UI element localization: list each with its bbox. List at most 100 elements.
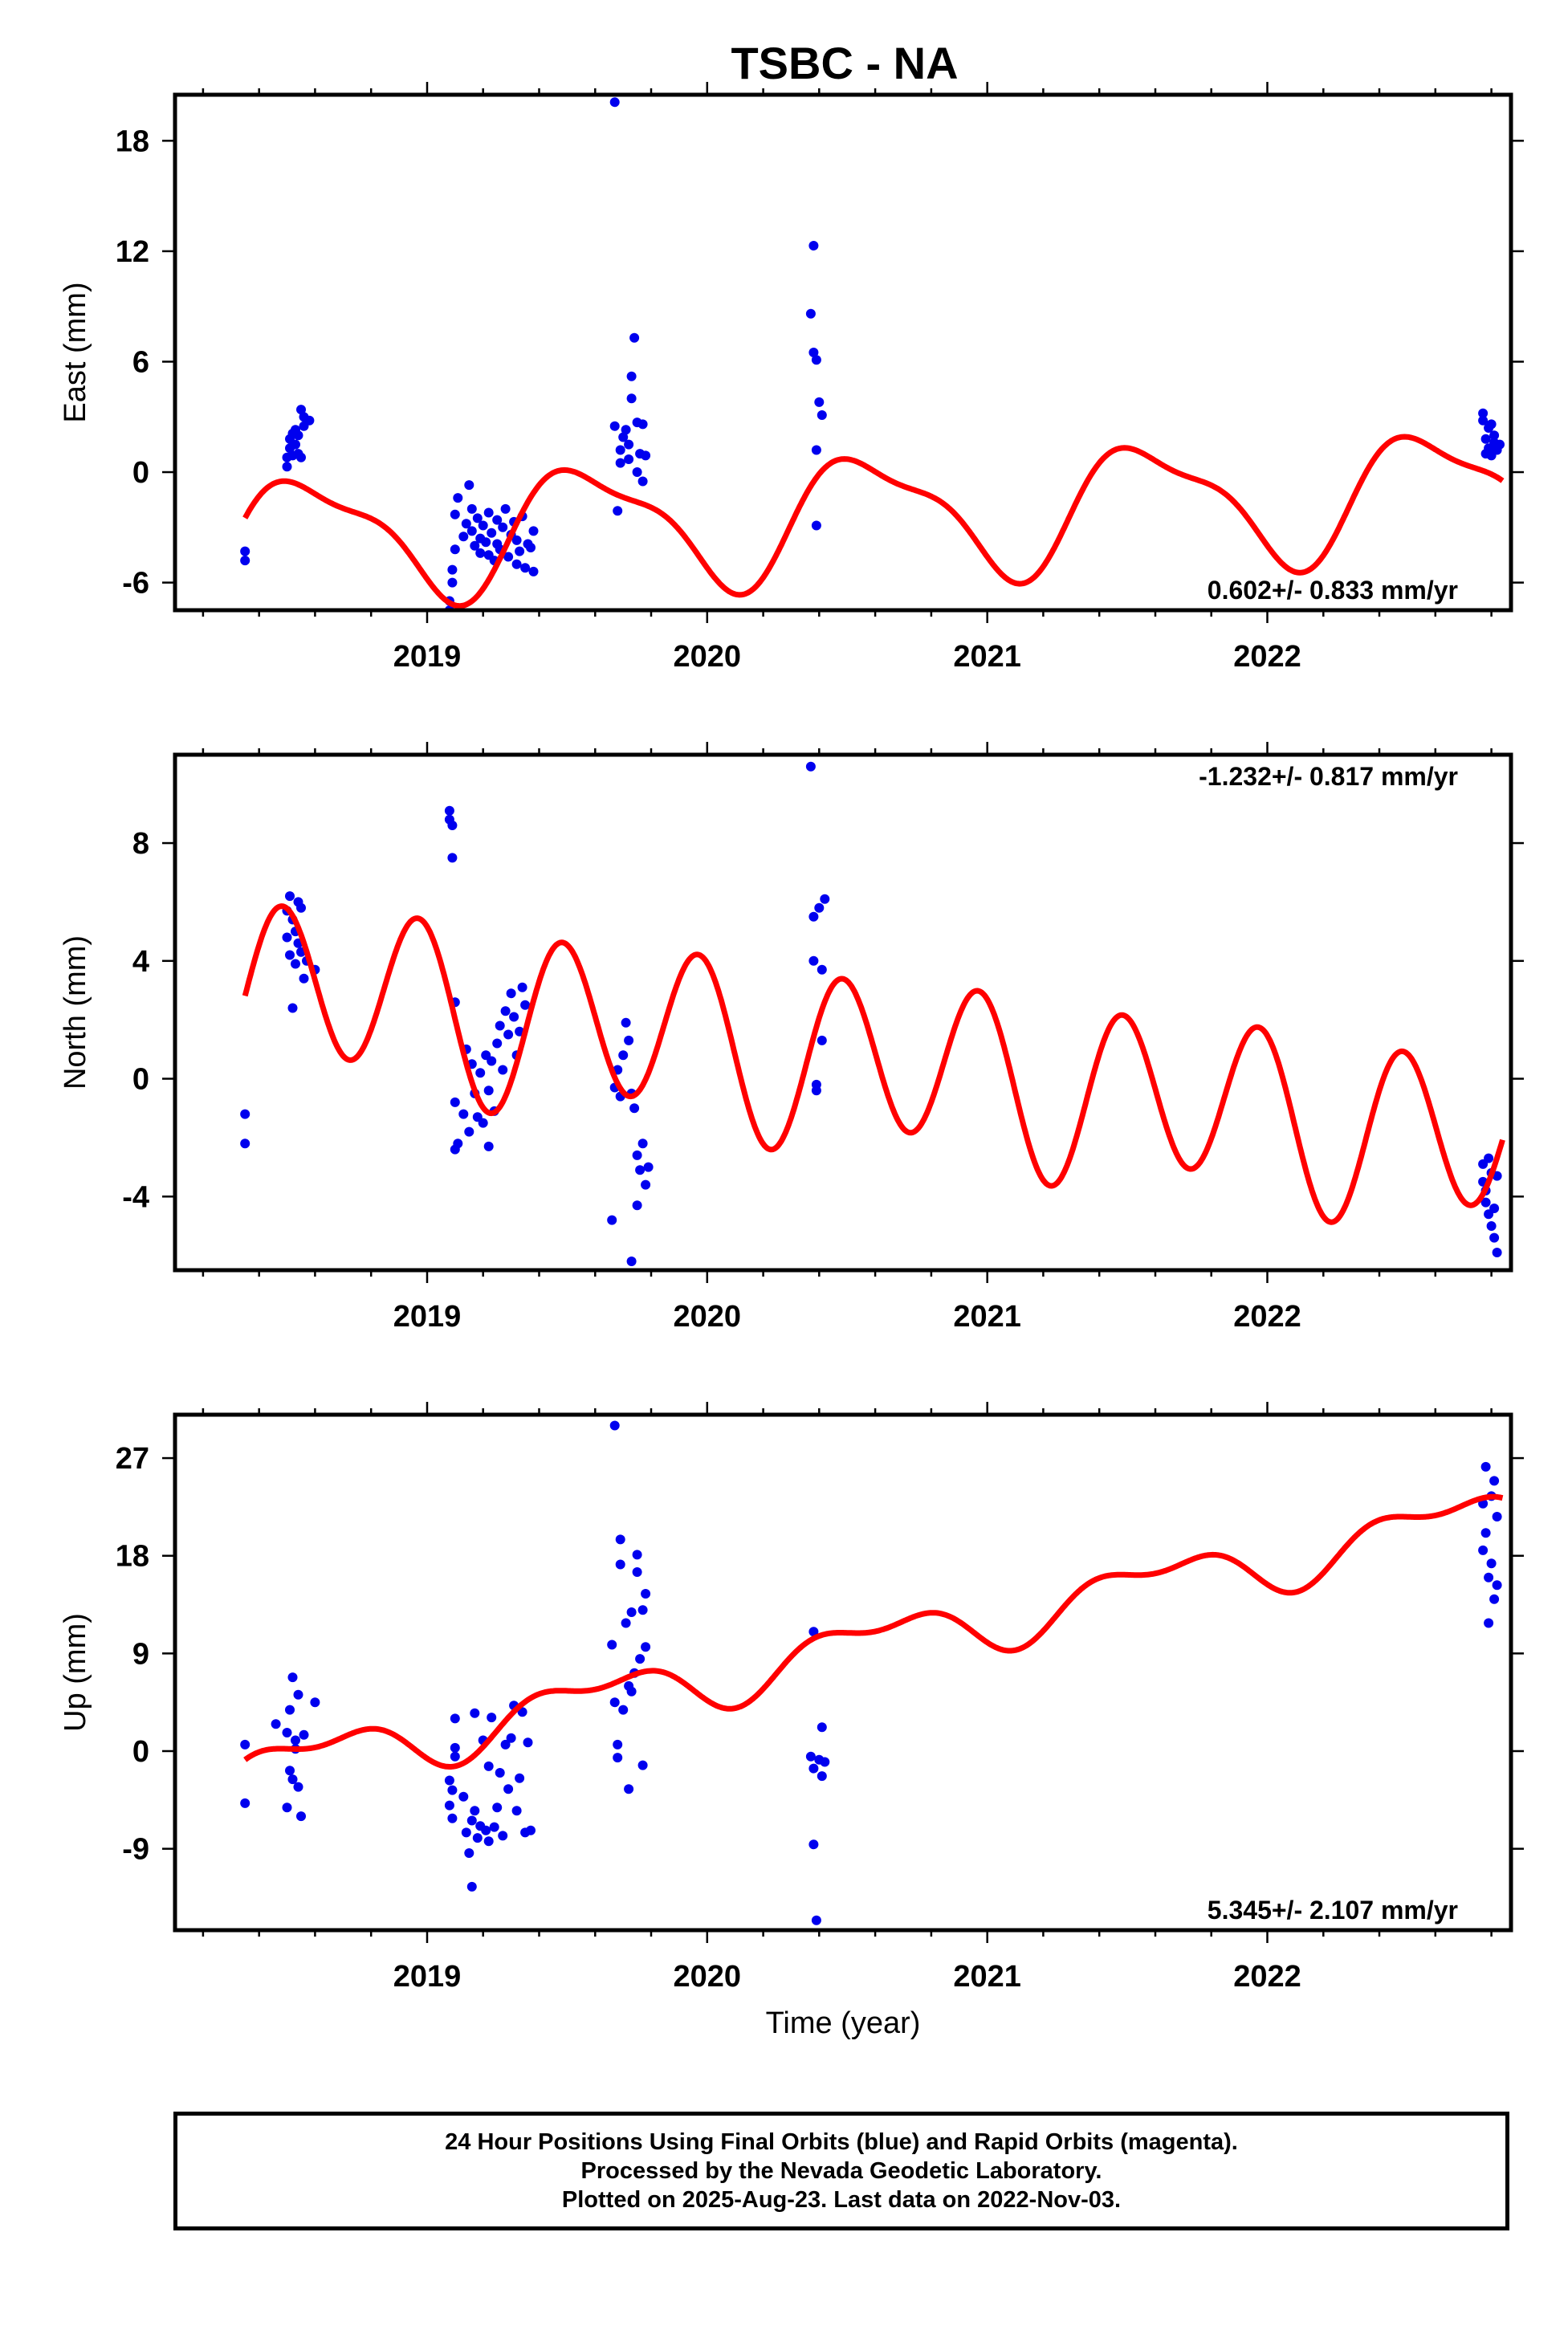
up-points [240,1420,1502,1925]
data-point [1484,1153,1494,1163]
data-point [526,543,536,552]
data-point [450,1742,460,1753]
data-point [483,1086,494,1096]
east-axis-label: East (mm) [59,282,92,422]
data-point [626,393,637,404]
data-point [1489,1476,1500,1486]
data-point [287,1003,298,1013]
data-point [808,911,819,922]
data-point [629,332,640,343]
data-point [1489,430,1500,441]
data-point [447,1813,458,1823]
data-point [808,955,819,966]
data-point [483,1141,494,1151]
data-point [287,1672,298,1683]
data-point [814,902,825,913]
data-point [515,546,525,556]
y-tick-label: 4 [132,945,149,979]
east-plot-frame [173,92,1513,613]
data-point [495,1768,505,1778]
y-tick-label: 18 [116,1540,149,1574]
data-point [618,1050,629,1061]
data-point [511,535,522,545]
data-point [461,519,471,529]
data-point [621,1017,631,1028]
data-point [811,445,821,455]
north-model-curve [242,903,1505,1225]
north-rate-label: -1.232+/- 0.817 mm/yr [1199,762,1458,791]
data-point [624,1035,634,1045]
data-point [615,458,625,468]
data-point [515,1773,525,1783]
data-point [458,532,469,542]
data-point [285,891,295,902]
data-point [450,1713,460,1724]
data-point [1484,1618,1494,1628]
data-point [450,1751,460,1762]
data-point [609,1697,620,1708]
data-point [805,761,816,772]
data-point [641,1642,651,1652]
data-point [466,1815,477,1826]
data-point [291,1735,300,1745]
data-point [632,1200,642,1211]
data-point [528,526,539,536]
data-point [811,1915,821,1925]
data-point [503,1784,514,1794]
data-point [613,1739,623,1750]
y-tick-label: -4 [122,1180,149,1214]
data-point [240,546,250,556]
data-point [293,430,303,441]
data-point [511,559,522,569]
data-point [464,1126,474,1137]
data-point [447,1785,458,1795]
data-point [820,894,830,904]
data-point [615,1534,625,1545]
data-point [475,548,486,558]
data-point [296,452,306,462]
data-point [624,439,634,450]
data-point [817,1722,827,1733]
data-point [282,1802,292,1813]
data-point [641,1179,651,1190]
data-point [483,507,494,518]
data-point [1480,1461,1491,1472]
data-point [635,1165,646,1175]
data-point [472,513,483,523]
data-point [450,1097,460,1107]
y-tick-label: -9 [122,1833,149,1867]
data-point [282,932,292,943]
data-point [626,1257,637,1266]
data-point [291,439,300,450]
data-point [492,1038,503,1049]
x-tick-label: 2019 [393,1300,462,1334]
data-point [506,988,516,999]
data-point [464,1848,474,1858]
data-point [1486,419,1497,430]
data-point [520,1000,531,1010]
data-point [641,1589,651,1599]
data-point [466,1881,477,1892]
data-point [489,1822,499,1832]
data-point [495,1020,505,1031]
y-tick-label: 12 [116,235,149,269]
y-tick-label: 0 [132,1063,149,1097]
data-point [1492,1512,1502,1521]
data-point [621,1618,631,1628]
data-point [811,520,821,531]
up-rate-label: 5.345+/- 2.107 mm/yr [1208,1896,1458,1925]
data-point [271,1719,281,1729]
east-model-curve [242,434,1505,609]
data-point [285,1766,295,1776]
data-point [637,419,648,430]
data-point [240,1798,250,1808]
data-point [626,371,637,381]
data-point [632,1150,642,1160]
y-tick-label: 27 [116,1442,149,1476]
data-point [296,902,306,913]
x-tick-label: 2021 [953,640,1021,674]
data-point [805,308,816,319]
data-point [621,425,631,435]
data-point [1486,1221,1497,1231]
data-point [470,1806,480,1816]
